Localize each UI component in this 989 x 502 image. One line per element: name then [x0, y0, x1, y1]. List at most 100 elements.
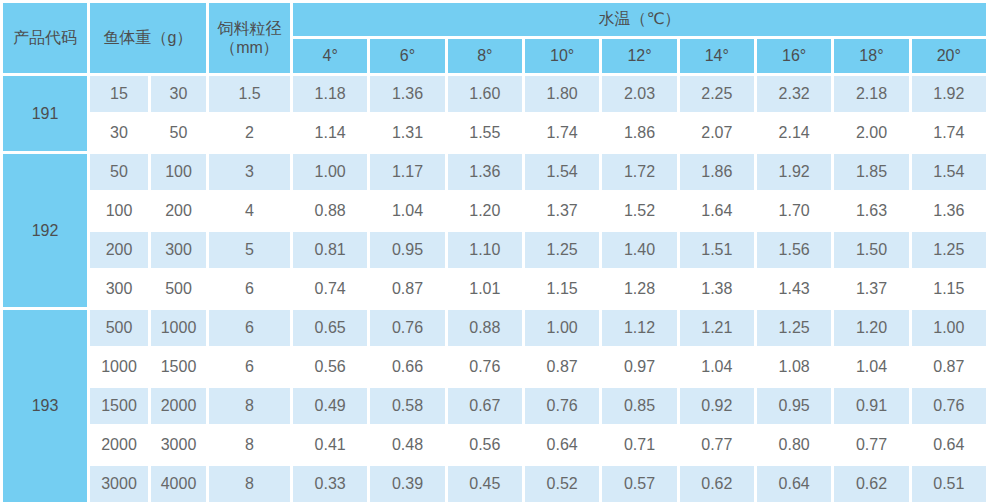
rate-at-20: 0.51 [912, 466, 986, 502]
weight-min: 3000 [90, 466, 148, 502]
particle-size: 8 [209, 466, 290, 502]
rate-at-10: 0.87 [525, 349, 599, 385]
header-temp-20: 20° [912, 39, 986, 73]
rate-at-12: 2.03 [602, 76, 676, 112]
rate-at-16: 1.70 [757, 193, 831, 229]
rate-at-6: 0.66 [370, 349, 444, 385]
rate-at-16: 2.32 [757, 76, 831, 112]
rate-at-8: 0.67 [448, 388, 522, 424]
rate-at-14: 0.92 [680, 388, 754, 424]
feed-rate-table: 产品代码 鱼体重（g） 饲料粒径 （mm） 水温（℃） 4°6°8°10°12°… [0, 0, 989, 502]
weight-max: 4000 [151, 466, 206, 502]
table-row: 2000300080.410.480.560.640.710.770.800.7… [3, 427, 986, 463]
rate-at-8: 0.45 [448, 466, 522, 502]
rate-at-6: 0.76 [370, 310, 444, 346]
rate-at-14: 1.38 [680, 271, 754, 307]
rate-at-18: 1.50 [834, 232, 908, 268]
rate-at-18: 1.04 [834, 349, 908, 385]
rate-at-4: 0.74 [293, 271, 367, 307]
weight-max: 2000 [151, 388, 206, 424]
rate-at-20: 1.15 [912, 271, 986, 307]
header-temp-18: 18° [834, 39, 908, 73]
feed-rate-table-page: 产品代码 鱼体重（g） 饲料粒径 （mm） 水温（℃） 4°6°8°10°12°… [0, 0, 989, 502]
table-row: 1925010031.001.171.361.541.721.861.921.8… [3, 154, 986, 190]
rate-at-16: 1.08 [757, 349, 831, 385]
rate-at-18: 1.85 [834, 154, 908, 190]
rate-at-16: 1.25 [757, 310, 831, 346]
weight-max: 3000 [151, 427, 206, 463]
rate-at-14: 1.04 [680, 349, 754, 385]
table-row: 305021.141.311.551.741.862.072.142.001.7… [3, 115, 986, 151]
rate-at-12: 1.86 [602, 115, 676, 151]
rate-at-6: 1.04 [370, 193, 444, 229]
rate-at-12: 1.72 [602, 154, 676, 190]
rate-at-4: 0.49 [293, 388, 367, 424]
rate-at-20: 0.76 [912, 388, 986, 424]
product-code-193: 193 [3, 310, 87, 502]
particle-size: 6 [209, 271, 290, 307]
weight-min: 15 [90, 76, 148, 112]
rate-at-14: 1.21 [680, 310, 754, 346]
rate-at-12: 1.12 [602, 310, 676, 346]
rate-at-20: 0.64 [912, 427, 986, 463]
rate-at-14: 0.77 [680, 427, 754, 463]
rate-at-6: 0.95 [370, 232, 444, 268]
rate-at-4: 0.41 [293, 427, 367, 463]
rate-at-18: 0.91 [834, 388, 908, 424]
header-fish-weight: 鱼体重（g） [90, 3, 206, 73]
rate-at-18: 0.62 [834, 466, 908, 502]
header-temp-6: 6° [370, 39, 444, 73]
rate-at-14: 1.51 [680, 232, 754, 268]
rate-at-10: 1.15 [525, 271, 599, 307]
rate-at-8: 0.88 [448, 310, 522, 346]
rate-at-10: 1.80 [525, 76, 599, 112]
table-row: 193500100060.650.760.881.001.121.211.251… [3, 310, 986, 346]
weight-min: 2000 [90, 427, 148, 463]
header-temp-12: 12° [602, 39, 676, 73]
header-product-code: 产品代码 [3, 3, 87, 73]
rate-at-20: 1.25 [912, 232, 986, 268]
rate-at-18: 0.77 [834, 427, 908, 463]
header-water-temp: 水温（℃） [293, 3, 986, 36]
rate-at-8: 1.01 [448, 271, 522, 307]
rate-at-6: 1.36 [370, 76, 444, 112]
table-row: 19115301.51.181.361.601.802.032.252.322.… [3, 76, 986, 112]
weight-max: 30 [151, 76, 206, 112]
rate-at-14: 1.64 [680, 193, 754, 229]
rate-at-8: 1.55 [448, 115, 522, 151]
rate-at-16: 0.80 [757, 427, 831, 463]
table-row: 3000400080.330.390.450.520.570.620.640.6… [3, 466, 986, 502]
weight-max: 100 [151, 154, 206, 190]
rate-at-18: 1.63 [834, 193, 908, 229]
rate-at-4: 0.88 [293, 193, 367, 229]
rate-at-16: 0.64 [757, 466, 831, 502]
weight-max: 500 [151, 271, 206, 307]
weight-max: 200 [151, 193, 206, 229]
particle-size: 8 [209, 388, 290, 424]
header-temp-4: 4° [293, 39, 367, 73]
rate-at-4: 1.14 [293, 115, 367, 151]
rate-at-16: 0.95 [757, 388, 831, 424]
product-code-192: 192 [3, 154, 87, 307]
rate-at-8: 0.56 [448, 427, 522, 463]
rate-at-6: 0.87 [370, 271, 444, 307]
weight-min: 1000 [90, 349, 148, 385]
particle-size: 1.5 [209, 76, 290, 112]
rate-at-10: 0.76 [525, 388, 599, 424]
rate-at-8: 1.60 [448, 76, 522, 112]
header-particle-size-line1: 饲料粒径 [209, 19, 290, 38]
rate-at-10: 0.64 [525, 427, 599, 463]
rate-at-12: 0.85 [602, 388, 676, 424]
particle-size: 6 [209, 349, 290, 385]
particle-size: 2 [209, 115, 290, 151]
rate-at-6: 0.58 [370, 388, 444, 424]
rate-at-12: 1.52 [602, 193, 676, 229]
rate-at-4: 0.33 [293, 466, 367, 502]
rate-at-18: 2.18 [834, 76, 908, 112]
rate-at-8: 0.76 [448, 349, 522, 385]
rate-at-10: 1.37 [525, 193, 599, 229]
weight-max: 50 [151, 115, 206, 151]
table-row: 1500200080.490.580.670.760.850.920.950.9… [3, 388, 986, 424]
weight-max: 300 [151, 232, 206, 268]
rate-at-8: 1.36 [448, 154, 522, 190]
